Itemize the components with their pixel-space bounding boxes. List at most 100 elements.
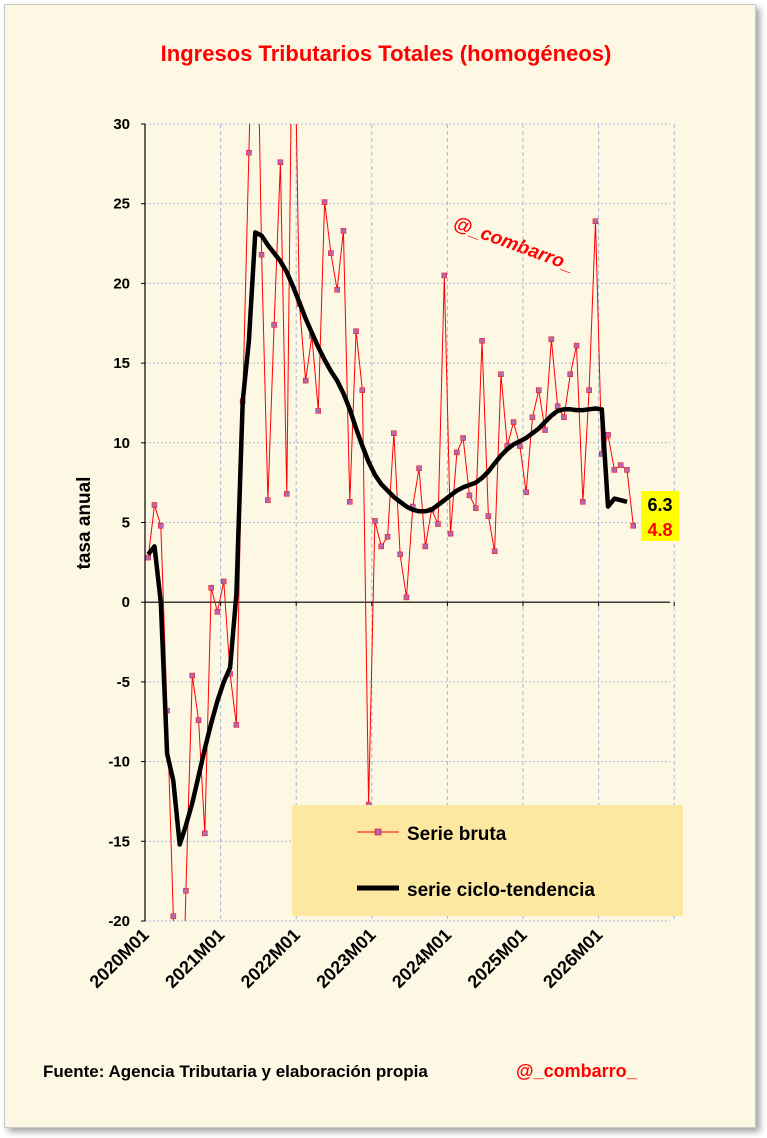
raw-point <box>617 462 624 468</box>
raw-point <box>214 609 221 615</box>
raw-point <box>328 250 334 256</box>
raw-point <box>536 387 542 393</box>
y-tick-label: 25 <box>113 196 130 213</box>
y-tick-label: 0 <box>122 594 130 611</box>
raw-point <box>529 414 536 421</box>
raw-end-label: 4.8 <box>647 520 672 540</box>
raw-point <box>347 499 353 505</box>
raw-point <box>624 467 630 473</box>
raw-point <box>498 371 504 378</box>
footer-handle: @_combarro_ <box>516 1061 638 1081</box>
raw-point <box>359 387 366 393</box>
raw-point <box>473 505 479 511</box>
y-tick-label: 15 <box>113 355 130 372</box>
raw-point <box>246 149 252 156</box>
chart-frame <box>4 4 756 1128</box>
raw-point <box>523 489 529 495</box>
raw-point <box>554 403 561 409</box>
raw-point <box>302 377 309 384</box>
raw-point <box>447 530 454 537</box>
y-axis-title: tasa anual <box>74 477 95 570</box>
watermark-text: @_combarro_ <box>450 213 577 276</box>
raw-point <box>315 408 321 414</box>
y-tick-label: 30 <box>113 116 130 133</box>
x-tick-label: 2026M01 <box>539 925 606 992</box>
raw-point <box>548 336 555 342</box>
raw-point <box>435 521 441 527</box>
raw-point <box>183 887 189 894</box>
raw-point <box>542 427 548 433</box>
x-tick-label: 2022M01 <box>237 925 304 992</box>
y-tick-label: -15 <box>108 833 130 850</box>
raw-point <box>491 548 498 554</box>
raw-point <box>485 513 492 519</box>
raw-point <box>372 518 378 524</box>
raw-point <box>416 465 422 472</box>
x-tick-label: 2023M01 <box>312 925 379 992</box>
raw-point <box>258 251 265 258</box>
raw-point <box>265 497 271 503</box>
x-tick-label: 2025M01 <box>464 925 531 992</box>
trend-series-line <box>146 230 628 847</box>
raw-point <box>277 159 284 166</box>
raw-point <box>573 342 580 349</box>
raw-series-layer <box>145 124 636 1131</box>
legend-box <box>292 805 683 916</box>
raw-point <box>454 449 460 456</box>
raw-point <box>158 522 164 529</box>
trend-end-box <box>641 491 679 516</box>
legend-trend-label: serie ciclo-tendencia <box>407 880 595 901</box>
raw-point <box>422 543 429 550</box>
y-tick-label: -20 <box>108 913 130 930</box>
raw-end-box <box>641 516 679 541</box>
raw-point <box>271 322 277 328</box>
raw-point <box>353 328 359 334</box>
y-tick-label: -5 <box>117 674 130 691</box>
raw-point <box>340 228 347 234</box>
x-tick-labels: 2020M01 2021M01 2022M01 2023M01 2024M01 2025M… <box>86 925 607 992</box>
raw-point <box>605 432 611 438</box>
y-tick-label: 5 <box>122 515 130 532</box>
raw-point <box>208 585 214 591</box>
raw-point <box>466 492 473 499</box>
legend-raw-label: Serie bruta <box>407 824 507 845</box>
footer-source: Fuente: Agencia Tributaria y elaboración… <box>43 1062 428 1081</box>
raw-point <box>403 594 410 601</box>
raw-point <box>586 387 592 393</box>
y-tick-label: 10 <box>113 435 130 452</box>
y-tick-label: 20 <box>113 275 130 292</box>
raw-point <box>233 722 240 728</box>
raw-point <box>441 272 447 279</box>
raw-point <box>321 199 328 205</box>
x-tick-label: 2020M01 <box>86 925 153 992</box>
raw-point <box>580 499 586 505</box>
raw-point <box>177 1126 182 1131</box>
raw-point <box>561 414 567 421</box>
raw-point <box>189 672 195 679</box>
raw-point <box>397 551 403 558</box>
raw-point <box>170 913 177 919</box>
raw-point <box>479 338 485 344</box>
raw-point <box>151 502 158 508</box>
legend-raw-marker <box>374 828 382 836</box>
raw-point <box>384 534 391 540</box>
grid <box>141 123 675 922</box>
raw-point <box>334 287 340 293</box>
raw-point <box>630 522 636 529</box>
raw-point <box>611 467 618 473</box>
trend-end-label: 6.3 <box>647 495 672 515</box>
raw-point <box>145 554 151 561</box>
raw-point <box>510 419 517 425</box>
raw-point <box>284 491 290 497</box>
raw-point <box>567 371 573 378</box>
x-tick-label: 2024M01 <box>388 925 455 992</box>
raw-point <box>592 218 599 224</box>
y-tick-label: -10 <box>108 754 130 771</box>
raw-point <box>195 717 202 723</box>
raw-point <box>391 430 397 436</box>
raw-point <box>202 830 208 837</box>
chart-title: Ingresos Tributarios Totales (homogéneos… <box>161 41 612 66</box>
raw-point <box>378 543 384 550</box>
raw-point <box>460 435 466 441</box>
